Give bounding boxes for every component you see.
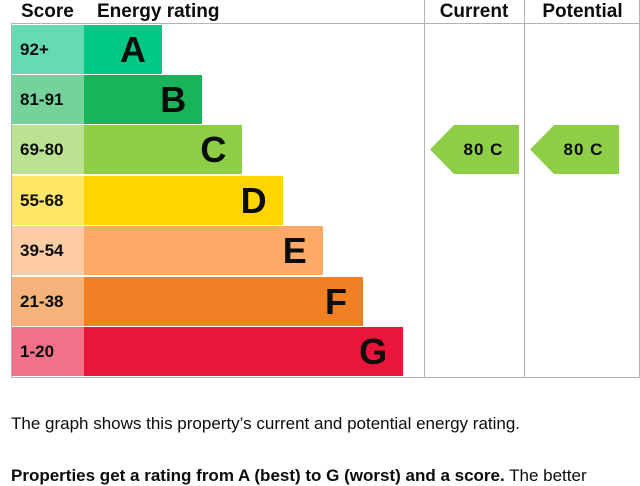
band-bar-g: G [84, 326, 404, 376]
band-letter-e: E [282, 230, 307, 272]
band-score-e: 39-54 [12, 226, 84, 276]
band-score-f: 21-38 [12, 276, 84, 326]
band-letter-a: A [120, 28, 146, 70]
band-bar-d: D [84, 175, 283, 225]
rating-explanation-bold: Properties get a rating from A (best) to… [11, 466, 505, 485]
graph-caption: The graph shows this property’s current … [11, 414, 521, 433]
band-letter-g: G [359, 330, 388, 372]
grid-line [11, 23, 640, 24]
band-bar-a: A [84, 24, 162, 74]
rating-explanation: Properties get a rating from A (best) to… [11, 466, 587, 486]
band-letter-f: F [325, 280, 347, 322]
potential-rating-arrow: 80 C [530, 125, 619, 175]
current-rating-arrow: 80 C [430, 125, 519, 175]
band-score-a: 92+ [12, 24, 84, 74]
band-score-d: 55-68 [12, 175, 84, 225]
grid-line [11, 376, 640, 378]
band-bar-e: E [84, 226, 323, 276]
current-rating-label: 80 C [463, 140, 504, 160]
rating-explanation-rest: The better [504, 466, 587, 485]
energy-rating-chart: Score Energy rating Current Potential 92… [11, 0, 640, 378]
potential-rating-label: 80 C [563, 140, 604, 160]
current-arrow-shape [430, 125, 519, 175]
band-letter-c: C [200, 129, 227, 171]
band-score-g: 1-20 [12, 326, 84, 376]
band-letter-d: D [240, 179, 267, 221]
grid-line [11, 23, 12, 378]
grid-line [524, 0, 525, 378]
potential-header: Potential [542, 1, 623, 22]
band-bar-c: C [84, 125, 243, 175]
band-letter-b: B [160, 78, 187, 120]
current-header: Current [439, 1, 509, 22]
band-score-b: 81-91 [12, 74, 84, 124]
band-bar-f: F [84, 276, 363, 326]
potential-arrow-shape [530, 125, 619, 175]
score-header: Score [21, 1, 74, 22]
band-bar-b: B [84, 74, 203, 124]
grid-line [424, 0, 425, 378]
energy-rating-header: Energy rating [97, 1, 220, 22]
band-score-c: 69-80 [12, 125, 84, 175]
